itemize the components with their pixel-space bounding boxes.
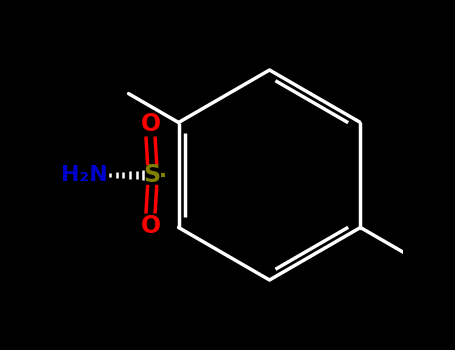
Text: S: S	[144, 163, 161, 187]
Text: H₂N: H₂N	[61, 165, 107, 185]
Text: O: O	[141, 214, 161, 238]
Text: O: O	[141, 112, 161, 136]
